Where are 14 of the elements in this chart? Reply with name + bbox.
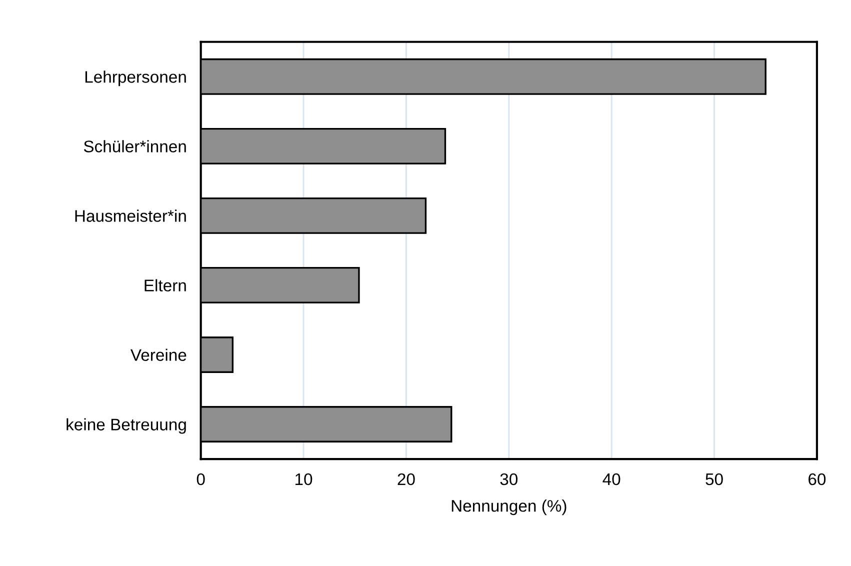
x-tick-label: 30 [500,473,518,486]
x-tick-label: 50 [706,473,723,486]
x-tick-label: 10 [296,473,312,486]
x-axis-title: Nennungen (%) [452,500,566,516]
y-tick-label: Schüler*innen [84,140,186,152]
y-tick-label: Hausmeister*in [75,210,186,222]
y-tick-label: Lehrpersonen [85,70,186,86]
x-tick-label: 20 [398,473,415,486]
y-tick-label: keine Betreuung [66,418,186,434]
x-tick-label: 0 [196,473,205,486]
y-tick-label: Vereine [130,348,186,361]
x-tick-label: 40 [602,473,620,486]
y-tick-label: Eltern [144,279,186,292]
x-tick-label: 60 [808,473,826,486]
